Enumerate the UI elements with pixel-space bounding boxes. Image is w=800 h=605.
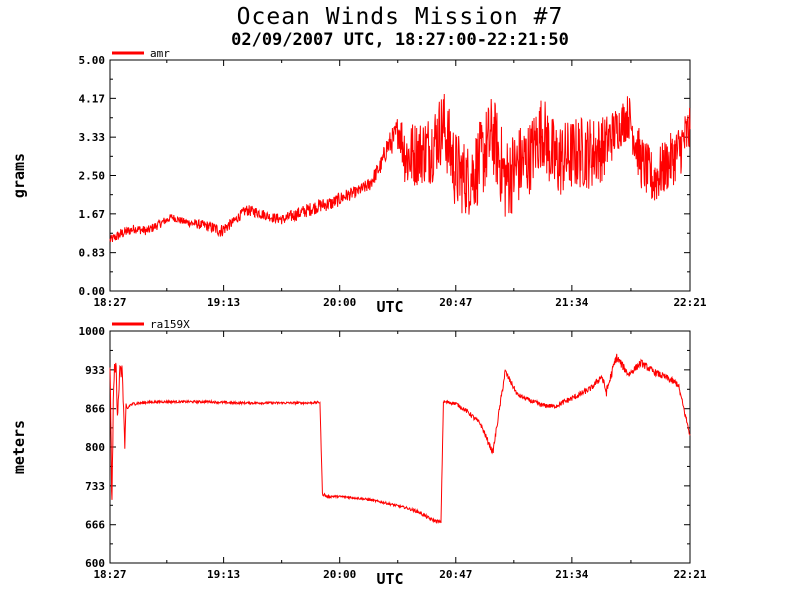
chart-title: Ocean Winds Mission #7 — [236, 4, 564, 30]
panel-1: 0.00 0.83 1.67 2.50 3.33 4.17 5.00 18:27 19:13 20… — [10, 47, 707, 316]
y-tick-label: 1000 — [79, 325, 106, 338]
panel-2: 600 666 733 800 866 933 1000 18:27 19:13 20:00 20:… — [10, 318, 707, 588]
y-tick-label: 5.00 — [79, 54, 106, 67]
x-tick-label: 20:47 — [439, 296, 472, 309]
x-tick-label: 21:34 — [555, 568, 588, 581]
y-tick-label: 600 — [85, 557, 105, 570]
legend-label: ra159X — [150, 318, 190, 331]
x-tick-label: 20:47 — [439, 568, 472, 581]
plot-frame — [109, 59, 691, 292]
y-tick-label: 933 — [85, 364, 105, 377]
x-tick-label: 22:21 — [673, 296, 706, 309]
y-tick-label: 0.83 — [79, 247, 106, 260]
y-tick-label: 1.67 — [79, 208, 106, 221]
x-tick-label: 19:13 — [207, 296, 240, 309]
legend-label: amr — [150, 47, 170, 60]
y-tick-label: 866 — [85, 403, 105, 416]
y-tick-label: 733 — [85, 480, 105, 493]
y-tick-label: 666 — [85, 519, 105, 532]
series-line-ra159X — [109, 353, 691, 524]
y-tick-label: 2.50 — [79, 170, 106, 183]
series-line-amr — [109, 93, 691, 242]
chart-subtitle: 02/09/2007 UTC, 18:27:00-22:21:50 — [231, 30, 569, 50]
y-tick-label: 0.00 — [79, 285, 106, 298]
y-tick-label: 3.33 — [79, 131, 106, 144]
x-axis-label: UTC — [376, 298, 403, 316]
y-tick-label: 4.17 — [79, 92, 106, 105]
x-tick-label: 18:27 — [93, 296, 126, 309]
x-axis-label: UTC — [376, 570, 403, 588]
x-tick-label: 20:00 — [323, 296, 356, 309]
y-axis-label: meters — [10, 420, 28, 474]
x-tick-label: 22:21 — [673, 568, 706, 581]
x-tick-label: 19:13 — [207, 568, 240, 581]
y-axis-label: grams — [10, 153, 28, 198]
plot-frame — [109, 330, 691, 564]
x-tick-label: 18:27 — [93, 568, 126, 581]
x-tick-label: 20:00 — [323, 568, 356, 581]
x-tick-label: 21:34 — [555, 296, 588, 309]
y-tick-label: 800 — [85, 441, 105, 454]
